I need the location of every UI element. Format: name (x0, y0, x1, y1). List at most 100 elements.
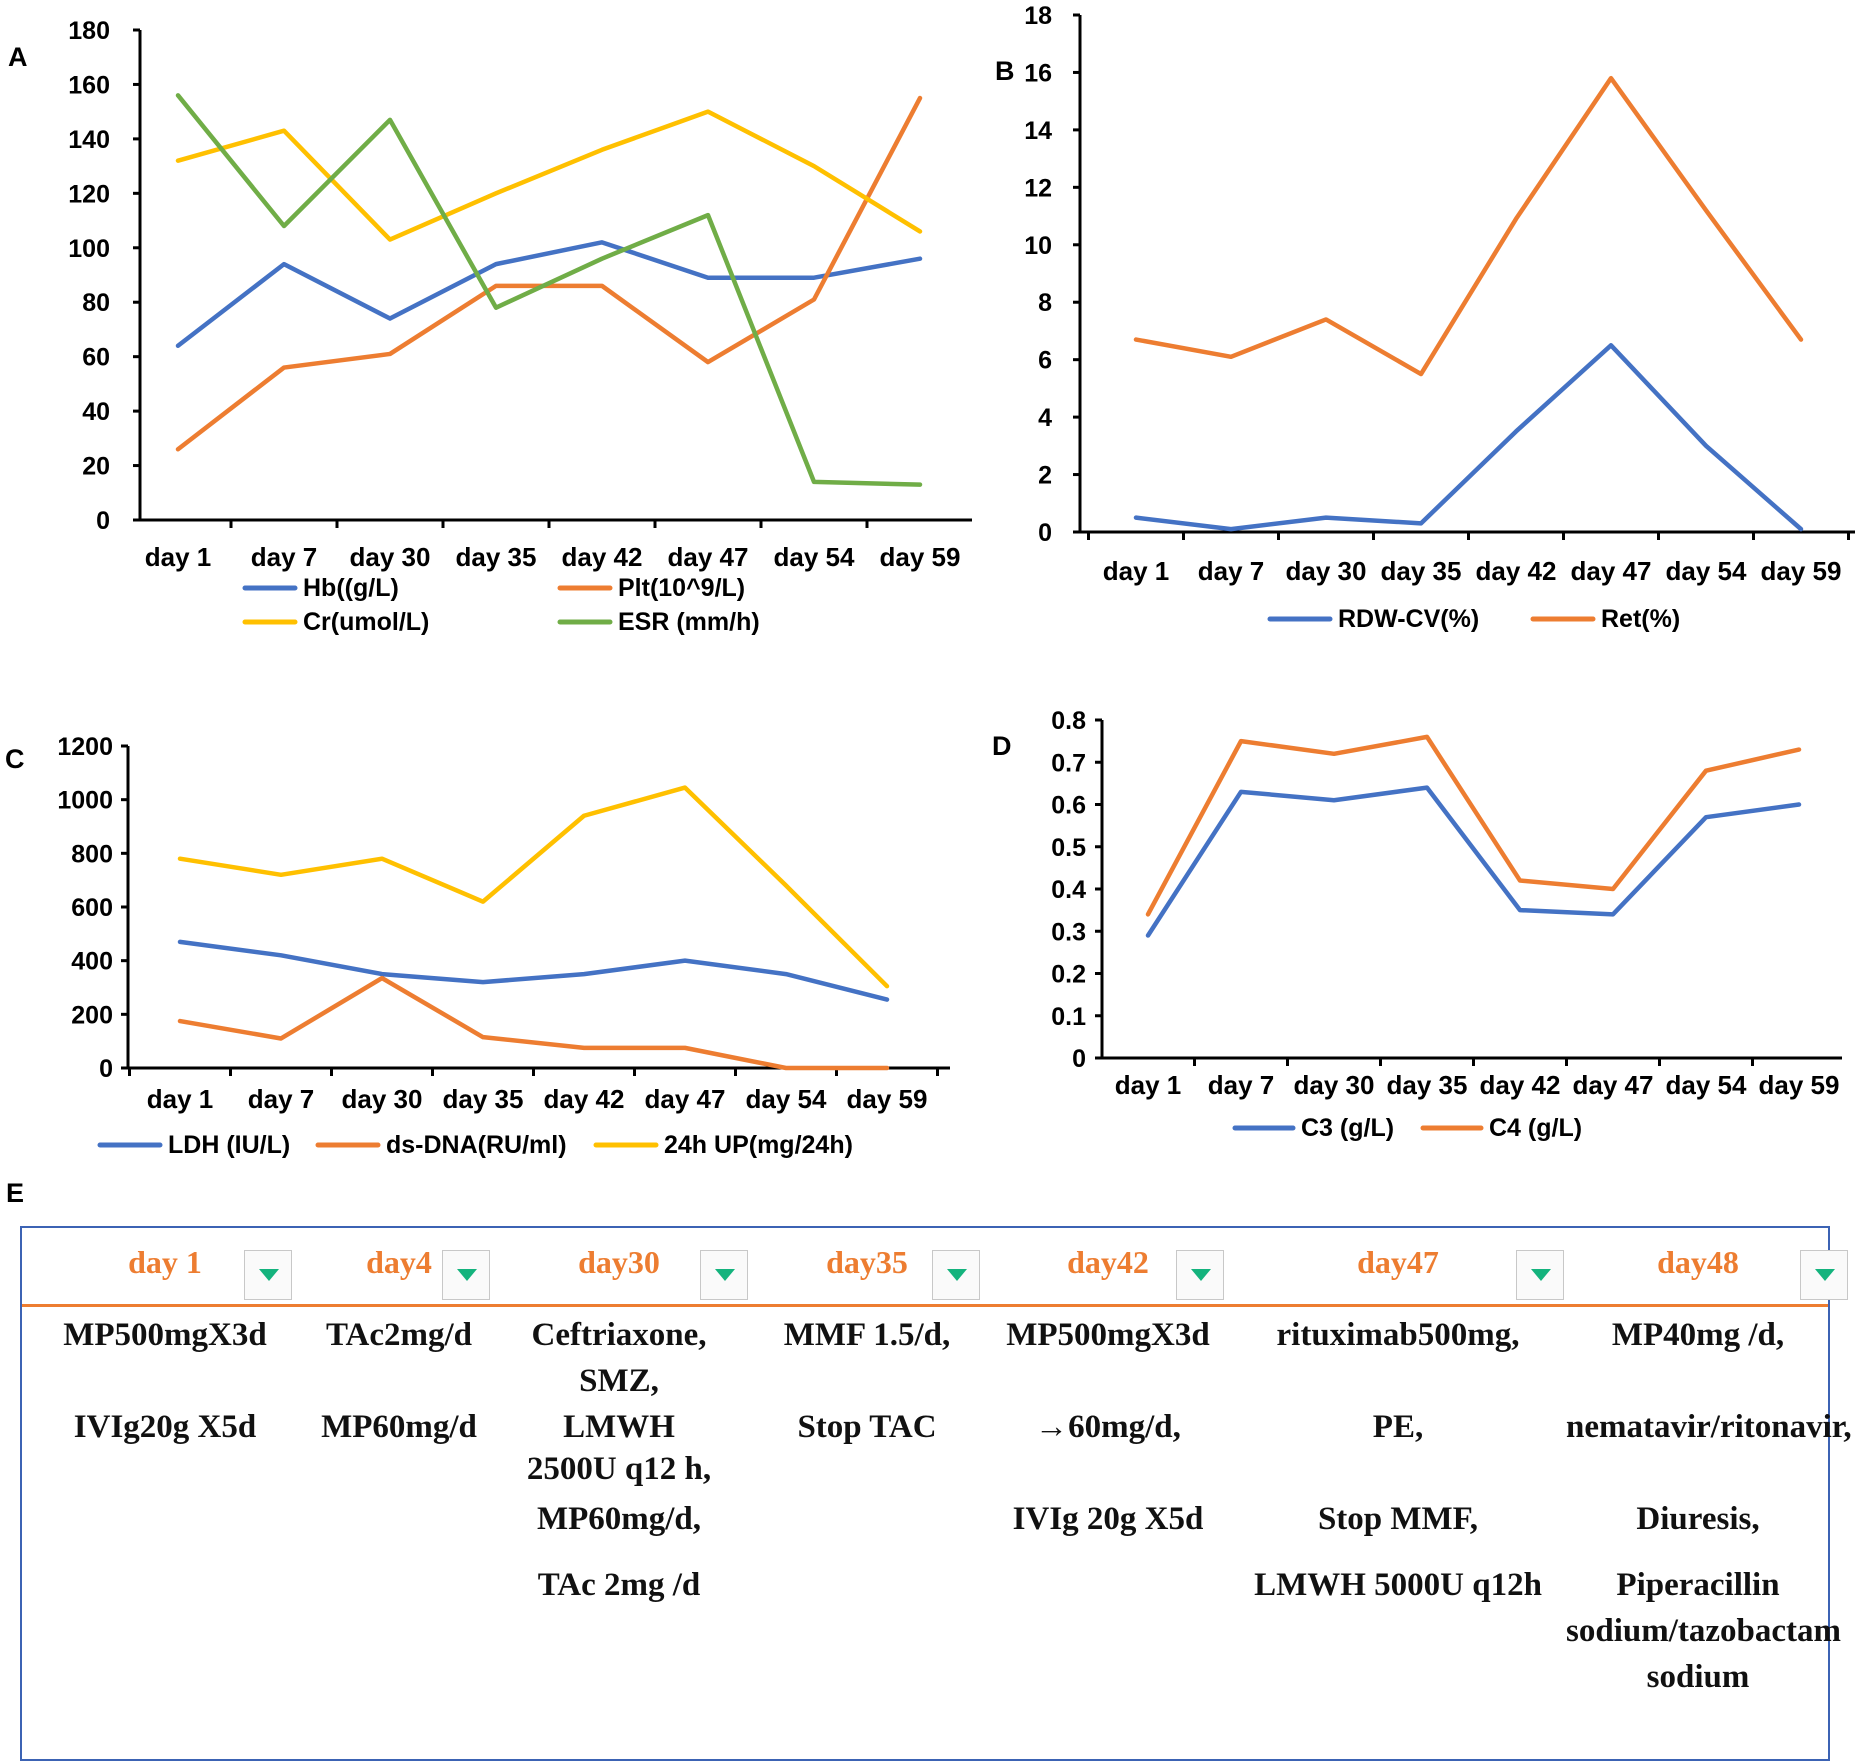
dropdown-button[interactable] (1516, 1250, 1564, 1300)
x-tick-label: day 54 (746, 1084, 827, 1114)
y-tick-label: 0.6 (1051, 792, 1086, 820)
series-line-0 (177, 939, 890, 1002)
series-line-1 (1145, 734, 1802, 917)
x-tick-label: day 30 (350, 542, 431, 572)
x-tick-label: day 7 (251, 542, 318, 572)
y-tick-label: 80 (82, 289, 110, 317)
timeline-day-label: day 1 (128, 1244, 202, 1280)
y-tick-label: 2 (1038, 462, 1052, 490)
timeline-item: rituximab500mg, (1276, 1317, 1520, 1353)
timeline-column-header: day 1 (22, 1228, 308, 1304)
x-tick-label: day 30 (1294, 1070, 1375, 1100)
timeline-column-header: day4 (308, 1228, 490, 1304)
series-line-1 (1133, 75, 1804, 377)
x-tick-label: day 35 (1381, 556, 1462, 586)
x-tick-label: day 7 (248, 1084, 315, 1114)
legend-label: Plt(10^9/L) (618, 574, 745, 602)
timeline-item: LMWH 5000U q12h (1254, 1567, 1542, 1603)
triangle-down-icon (1815, 1269, 1835, 1281)
y-tick-label: 0 (1072, 1045, 1086, 1073)
y-tick-label: 16 (1024, 59, 1052, 87)
dropdown-button[interactable] (700, 1250, 748, 1300)
x-tick-label: day 7 (1198, 556, 1265, 586)
timeline-item: TAc2mg/d (325, 1317, 473, 1353)
x-tick-label: day 47 (1571, 556, 1652, 586)
panel-letter: A (8, 42, 28, 72)
timeline-column: day47 rituximab500mg, PE, Stop MMF, LMWH 500… (1230, 1228, 1566, 1759)
y-tick-label: 1000 (57, 787, 113, 815)
legend-label: LDH (IU/L) (168, 1131, 290, 1159)
x-tick-label: day 35 (1387, 1070, 1468, 1100)
series-line-0 (175, 240, 923, 349)
timeline-item: sodium/tazobactam (1566, 1613, 1841, 1649)
y-tick-label: 0 (99, 1055, 113, 1083)
triangle-down-icon (1531, 1269, 1551, 1281)
y-tick-label: 18 (1024, 2, 1052, 30)
y-tick-label: 0 (1038, 519, 1052, 547)
timeline-column-header: day42 (986, 1228, 1230, 1304)
chart-panel-c: C 0 200 400 600 800 1000 1200 day 1 day 7 day 30 da… (5, 733, 950, 1159)
chart-panel-a: A 0 20 40 60 80 100 120 140 160 180 day 1 day 7 day 3… (8, 17, 972, 636)
x-tick-label: day 42 (1480, 1070, 1561, 1100)
x-tick-label: day 35 (456, 542, 537, 572)
series-line-1 (177, 975, 890, 1071)
timeline-item: IVIg 20g X5d (1012, 1501, 1204, 1537)
y-tick-label: 120 (68, 180, 110, 208)
timeline-item: SMZ, (579, 1363, 659, 1399)
x-tick-label: day 7 (1208, 1070, 1275, 1100)
timeline-item: →60mg/d, (1035, 1409, 1181, 1445)
timeline-item: Ceftriaxone, (531, 1317, 707, 1353)
y-tick-label: 400 (71, 948, 113, 976)
y-tick-label: 60 (82, 344, 110, 372)
dropdown-button[interactable] (1800, 1250, 1848, 1300)
legend-label: Hb((g/L) (303, 574, 399, 602)
timeline-item: TAc 2mg /d (537, 1567, 701, 1603)
timeline-item: 2500U q12 h, (526, 1451, 712, 1487)
series-line-0 (1145, 785, 1802, 938)
legend-label: C4 (g/L) (1489, 1114, 1582, 1142)
y-tick-label: 20 (82, 453, 110, 481)
dropdown-button[interactable] (1176, 1250, 1224, 1300)
chart-panel-b: B 0 2 4 6 8 10 12 14 16 18 day 1 day 7 day 30 day 35 da… (995, 2, 1855, 633)
panel-letter: B (995, 56, 1015, 86)
y-tick-label: 0.8 (1051, 707, 1086, 735)
triangle-down-icon (715, 1269, 735, 1281)
y-tick-label: 0.7 (1051, 749, 1086, 777)
timeline-column: day48 MP40mg /d, nematavir/ritonavir, Diure… (1566, 1228, 1852, 1759)
y-tick-label: 1200 (57, 733, 113, 761)
timeline-column-header: day47 (1230, 1228, 1566, 1304)
timeline-day-label: day47 (1357, 1244, 1439, 1280)
timeline-item: MP60mg/d (321, 1409, 477, 1445)
series-line-2 (175, 109, 923, 242)
dropdown-button[interactable] (244, 1250, 292, 1300)
triangle-down-icon (947, 1269, 967, 1281)
x-tick-label: day 59 (847, 1084, 928, 1114)
triangle-down-icon (457, 1269, 477, 1281)
legend-label: Cr(umol/L) (303, 608, 429, 636)
x-tick-label: day 1 (147, 1084, 214, 1114)
dropdown-button[interactable] (442, 1250, 490, 1300)
timeline-day-label: day48 (1657, 1244, 1739, 1280)
y-tick-label: 0.2 (1051, 961, 1086, 989)
panel-letter: C (5, 744, 25, 774)
y-tick-label: 800 (71, 840, 113, 868)
x-tick-label: day 54 (1666, 556, 1747, 586)
x-tick-label: day 47 (668, 542, 749, 572)
timeline-item: MMF 1.5/d, (783, 1317, 951, 1353)
timeline-column-header: day30 (490, 1228, 748, 1304)
x-tick-label: day 1 (1103, 556, 1170, 586)
y-tick-label: 200 (71, 1001, 113, 1029)
timeline-item: Piperacillin (1616, 1567, 1780, 1603)
treatment-timeline: day 1 MP500mgX3d IVIg20g X5d day4 TAc2mg/d MP… (20, 1226, 1852, 1761)
timeline-day-label: day4 (366, 1244, 432, 1280)
dropdown-button[interactable] (932, 1250, 980, 1300)
triangle-down-icon (259, 1269, 279, 1281)
series-line-2 (177, 785, 890, 989)
timeline-column: day30 Ceftriaxone, SMZ, LMWH 2500U q12 h, MP6… (490, 1228, 748, 1759)
timeline-day-label: day42 (1067, 1244, 1149, 1280)
timeline-item: LMWH (563, 1409, 675, 1445)
timeline-item: PE, (1372, 1409, 1424, 1445)
y-tick-label: 10 (1024, 232, 1052, 260)
timeline-column: day35 MMF 1.5/d, Stop TAC (748, 1228, 986, 1759)
